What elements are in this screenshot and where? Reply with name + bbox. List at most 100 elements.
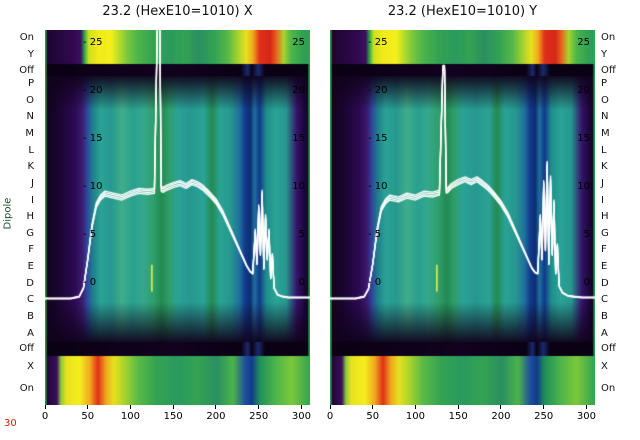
xtick-mark-150 [172,405,174,409]
row-label-right-n-5: N [601,111,609,122]
row-label-left-d-15: D [26,278,34,289]
row-label-left-g-12: G [26,228,34,239]
xtick-mark-50 [87,405,89,409]
row-label-left-p-3: P [27,78,34,89]
row-label-left-x-20: X [27,361,34,372]
row-label-left-on-0: On [19,32,34,43]
xtick-label-200: 200 [491,411,511,422]
ytick-left-5: - 5 [368,229,382,241]
row-label-right-h-11: H [601,211,609,222]
xtick-label-100: 100 [120,411,141,422]
ytick-left-20: - 20 [83,84,103,96]
row-label-right-c-16: C [601,294,608,305]
ytick-left-25: - 25 [368,36,388,48]
ytick-left-0: - 0 [368,277,382,289]
row-label-left-h-11: H [26,211,34,222]
xtick-label-0: 0 [41,411,49,422]
row-label-right-d-15: D [601,278,609,289]
row-label-right-k-8: K [601,161,608,172]
ytick-right-5: 5 [583,229,590,241]
xtick-mark-0 [329,405,331,409]
ytick-left-10: - 10 [368,181,388,192]
row-label-left-c-16: C [27,294,34,305]
row-label-right-y-1: Y [601,49,608,60]
ytick-right-0: 0 [298,277,305,289]
row-label-left-k-8: K [27,161,34,172]
row-label-right-o-4: O [601,95,609,106]
xtick-label-250: 250 [249,411,269,422]
row-label-right-e-14: E [601,261,608,272]
xtick-label-100: 100 [405,411,426,422]
xtick-mark-250 [543,405,545,409]
row-label-right-a-18: A [601,328,608,339]
ytick-right-10: 10 [577,181,590,192]
panel-x: 23.2 (HexE10=1010) X - 25 25- 20 20- 15 15-… [42,0,311,440]
xtick-mark-300 [300,405,302,409]
row-label-right-f-13: F [601,244,607,255]
row-label-right-g-12: G [601,228,609,239]
xtick-label-200: 200 [206,411,226,422]
xtick-mark-100 [129,405,131,409]
row-label-right-on-0: On [601,32,616,43]
row-label-right-off-19: Off [601,343,616,354]
panel-title-x: 23.2 (HexE10=1010) X [102,4,253,19]
ytick-left-25: - 25 [83,36,103,48]
xtick-mark-0 [44,405,46,409]
ytick-right-0: 0 [583,277,590,289]
ytick-right-20: 20 [292,84,305,96]
row-label-right-b-17: B [601,311,608,322]
row-label-right-i-10: I [601,195,604,206]
row-label-right-m-6: M [601,128,610,139]
xtick-mark-150 [457,405,459,409]
ytick-left-0: - 0 [83,277,97,289]
xtick-label-150: 150 [163,411,183,422]
row-label-left-f-13: F [28,244,34,255]
xtick-label-250: 250 [534,411,554,422]
xtick-mark-300 [585,405,587,409]
ytick-left-15: - 15 [83,132,103,144]
row-label-left-e-14: E [27,261,34,272]
ytick-right-10: 10 [292,181,305,192]
xtick-label-300: 300 [576,411,596,422]
ytick-left-15: - 15 [368,132,388,144]
ytick-right-25: 25 [577,36,590,48]
panel-title-y: 23.2 (HexE10=1010) Y [387,4,538,19]
row-label-left-a-18: A [27,328,34,339]
ytick-right-5: 5 [298,229,305,241]
xtick-label-300: 300 [291,411,311,422]
row-label-left-b-17: B [27,311,34,322]
xtick-mark-200 [500,405,502,409]
row-label-right-j-9: J [601,178,604,189]
ytick-right-15: 15 [577,132,590,144]
row-label-left-l-7: L [28,145,34,156]
heatmap-canvas-x [45,30,310,405]
ytick-left-20: - 20 [368,84,388,96]
row-label-left-n-5: N [26,111,34,122]
row-label-right-on-21: On [601,383,616,394]
row-label-left-y-1: Y [27,49,34,60]
row-label-left-on-21: On [19,383,34,394]
row-label-left-i-10: I [31,195,34,206]
bottom-left-label: 30 [4,418,17,429]
row-label-right-l-7: L [601,145,607,156]
row-label-right-p-3: P [601,78,608,89]
xtick-mark-250 [258,405,260,409]
xtick-mark-100 [414,405,416,409]
row-label-left-j-9: J [31,178,34,189]
panel-y-overlay: - 25 25 - 20 20 - 15 15 - 10 10 - 5 5 - 0 0 0 50 100 15… [327,30,596,430]
xtick-mark-200 [215,405,217,409]
ytick-left-5: - 5 [83,229,97,241]
row-label-right-x-20: X [601,361,608,372]
row-labels-right: On Y Off P O N M L K J I H G F E D C B A Off X On [601,0,639,440]
ytick-left-10: - 10 [83,181,103,192]
panel-y: 23.2 (HexE10=1010) Y - 25 25 - 20 20 - 15 15 -… [327,0,596,440]
row-label-left-o-4: O [26,95,34,106]
row-label-left-m-6: M [25,128,34,139]
ytick-right-25: 25 [292,36,305,48]
xtick-label-50: 50 [81,411,95,422]
xtick-mark-50 [372,405,374,409]
heatmap-canvas-y [330,30,595,405]
ytick-right-20: 20 [577,84,590,96]
xtick-label-150: 150 [448,411,468,422]
